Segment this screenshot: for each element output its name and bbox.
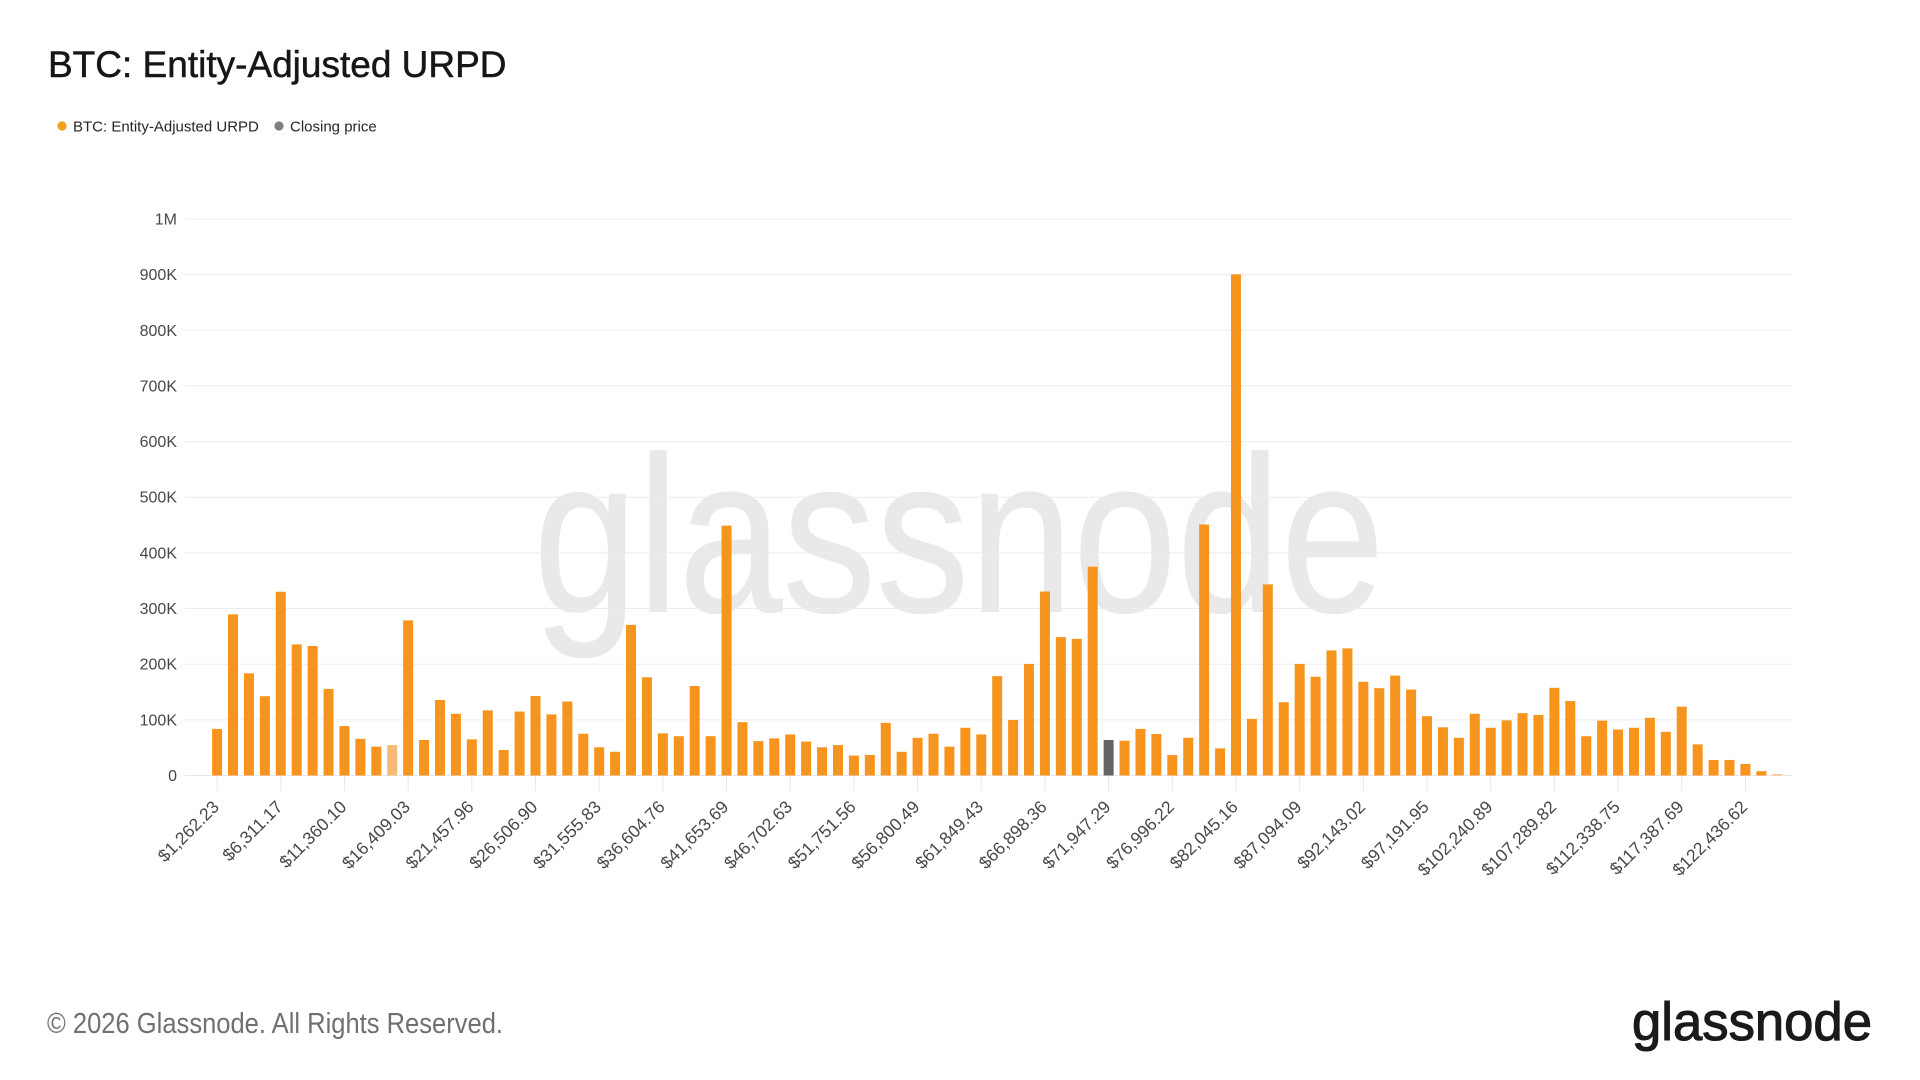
- svg-text:600K: 600K: [140, 434, 178, 451]
- svg-text:$36,604.76: $36,604.76: [593, 797, 669, 873]
- svg-text:700K: 700K: [140, 378, 178, 395]
- svg-text:$41,653.69: $41,653.69: [656, 797, 732, 873]
- svg-text:0: 0: [168, 768, 177, 785]
- svg-text:$51,751.56: $51,751.56: [784, 797, 860, 873]
- svg-text:$76,996.22: $76,996.22: [1102, 797, 1178, 873]
- svg-text:200K: 200K: [140, 657, 178, 674]
- svg-text:$56,800.49: $56,800.49: [847, 797, 923, 873]
- svg-text:300K: 300K: [140, 601, 178, 618]
- svg-text:800K: 800K: [140, 323, 178, 340]
- svg-text:BTC: Entity-Adjusted URPD: BTC: Entity-Adjusted URPD: [73, 119, 259, 136]
- svg-text:$16,409.03: $16,409.03: [338, 797, 414, 873]
- svg-text:$26,506.90: $26,506.90: [465, 797, 541, 873]
- svg-text:$66,898.36: $66,898.36: [975, 797, 1051, 873]
- svg-text:100K: 100K: [140, 712, 178, 729]
- svg-text:$61,849.43: $61,849.43: [911, 797, 987, 873]
- svg-text:$1,262.23: $1,262.23: [154, 797, 223, 866]
- svg-text:$6,311.17: $6,311.17: [218, 797, 286, 865]
- svg-text:$82,045.16: $82,045.16: [1166, 797, 1242, 873]
- svg-text:glassnode: glassnode: [1632, 992, 1872, 1052]
- svg-text:400K: 400K: [140, 545, 178, 562]
- svg-text:$87,094.09: $87,094.09: [1229, 797, 1305, 873]
- svg-text:$92,143.02: $92,143.02: [1293, 797, 1369, 873]
- svg-text:$46,702.63: $46,702.63: [720, 797, 796, 873]
- svg-text:Closing price: Closing price: [290, 119, 377, 136]
- svg-text:glassnode: glassnode: [534, 412, 1385, 660]
- svg-text:$21,457.96: $21,457.96: [402, 797, 478, 873]
- svg-text:900K: 900K: [140, 267, 178, 284]
- svg-text:$71,947.29: $71,947.29: [1038, 797, 1114, 873]
- svg-text:500K: 500K: [140, 490, 178, 507]
- svg-text:$31,555.83: $31,555.83: [529, 797, 605, 873]
- svg-text:© 2026 Glassnode. All Rights R: © 2026 Glassnode. All Rights Reserved.: [47, 1008, 503, 1040]
- svg-text:BTC: Entity-Adjusted URPD: BTC: Entity-Adjusted URPD: [48, 44, 507, 85]
- svg-text:1M: 1M: [155, 211, 177, 228]
